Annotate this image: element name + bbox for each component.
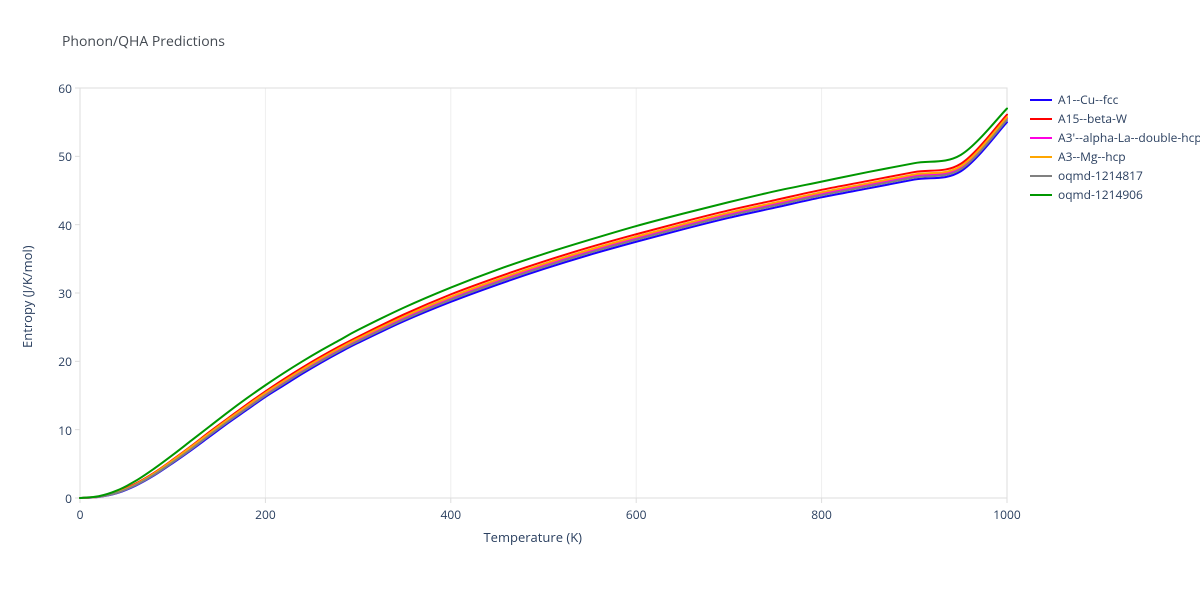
legend-item[interactable]: oqmd-1214906 xyxy=(1030,185,1200,204)
legend-label: A1--Cu--fcc xyxy=(1058,91,1118,108)
y-tick-label: 20 xyxy=(40,353,72,370)
y-tick-label: 50 xyxy=(40,148,72,165)
legend-item[interactable]: A3--Mg--hcp xyxy=(1030,147,1200,166)
legend-swatch xyxy=(1030,99,1052,101)
y-tick-label: 40 xyxy=(40,217,72,234)
x-tick-label: 800 xyxy=(802,506,842,523)
x-tick-label: 200 xyxy=(245,506,285,523)
legend-item[interactable]: A1--Cu--fcc xyxy=(1030,90,1200,109)
legend-swatch xyxy=(1030,118,1052,120)
y-tick-label: 60 xyxy=(40,80,72,97)
legend-item[interactable]: oqmd-1214817 xyxy=(1030,166,1200,185)
legend-label: oqmd-1214906 xyxy=(1058,186,1143,203)
chart-root: { "chart": { "type": "line", "title": "P… xyxy=(0,0,1200,600)
legend-swatch xyxy=(1030,156,1052,158)
legend-label: A3--Mg--hcp xyxy=(1058,148,1126,165)
y-axis-label: Entropy (J/K/mol) xyxy=(18,245,36,348)
y-tick-label: 30 xyxy=(40,285,72,302)
legend-label: A3'--alpha-La--double-hcp xyxy=(1058,129,1200,146)
x-axis-label: Temperature (K) xyxy=(484,528,583,546)
legend-swatch xyxy=(1030,137,1052,139)
legend-swatch xyxy=(1030,175,1052,177)
legend-item[interactable]: A3'--alpha-La--double-hcp xyxy=(1030,128,1200,147)
x-tick-label: 600 xyxy=(616,506,656,523)
chart-title: Phonon/QHA Predictions xyxy=(62,32,225,51)
y-tick-label: 10 xyxy=(40,422,72,439)
x-tick-label: 400 xyxy=(431,506,471,523)
legend-item[interactable]: A15--beta-W xyxy=(1030,109,1200,128)
x-tick-label: 0 xyxy=(60,506,100,523)
legend-swatch xyxy=(1030,194,1052,196)
legend-label: oqmd-1214817 xyxy=(1058,167,1143,184)
legend-label: A15--beta-W xyxy=(1058,110,1127,127)
y-tick-label: 0 xyxy=(40,490,72,507)
x-tick-label: 1000 xyxy=(987,506,1027,523)
legend[interactable]: A1--Cu--fcc A15--beta-W A3'--alpha-La--dou… xyxy=(1030,90,1200,204)
